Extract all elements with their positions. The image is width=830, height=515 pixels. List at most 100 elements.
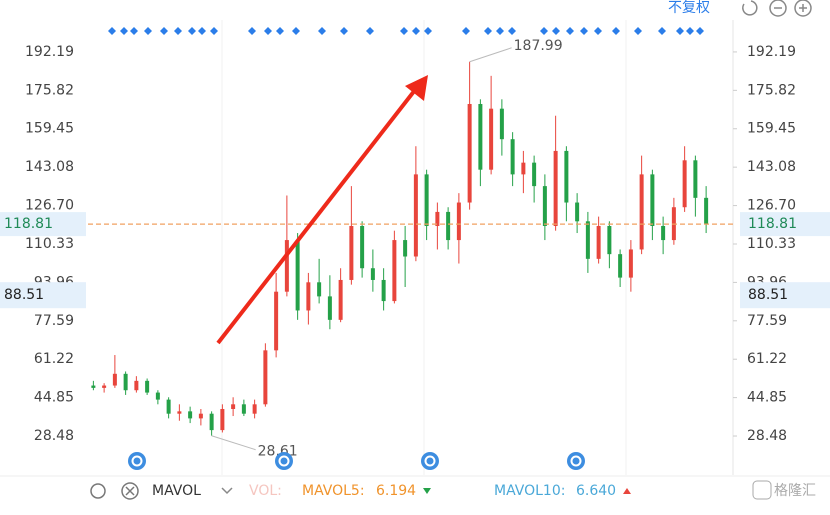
candle-body [510,139,515,175]
y2-tick-label: 126.70 [747,198,796,214]
last-price-box [0,212,86,237]
candle-body [596,225,601,259]
mavol5-value: 6.194 [376,483,416,499]
settings-icon[interactable] [90,483,106,499]
candle-body [370,268,375,280]
y-tick-label: 175.82 [25,82,74,98]
candle-body [145,380,150,393]
event-markers [108,27,704,35]
close-icon[interactable] [121,482,139,500]
candle-body [693,160,698,198]
mavol10-value: 6.640 [576,483,616,499]
y2-tick-label: 61.22 [747,351,787,367]
axes: 28.48 28.48 44.85 44.85 61.22 61.22 77.59 77.59… [0,38,830,460]
y2-tick-label: 44.85 [747,390,787,406]
y2-tick-label: 175.82 [747,82,796,98]
y2-tick-label: 159.45 [747,121,796,137]
last-price-label: 118.81 [748,216,797,232]
news-icons [128,452,585,470]
candle-body [91,385,96,388]
indicator-name[interactable]: MAVOL [152,483,201,499]
candle-body [467,103,472,203]
watermark: 格隆汇 [774,483,816,499]
candle-body [704,197,709,225]
candle-body [274,291,279,351]
candle-body [456,202,461,241]
candle-body [198,413,203,419]
candle-body [403,240,408,257]
candle-body [241,404,246,414]
candle-body [639,174,644,250]
candle-body [542,186,547,226]
candle-body [424,174,429,226]
candle-body [661,225,666,241]
watermark-logo [752,480,772,500]
candle-body [155,392,160,400]
candle-body [220,408,225,431]
arrow-head [405,75,428,101]
y2-tick-label: 110.33 [747,236,796,252]
y2-tick-label: 77.59 [747,313,787,329]
y-tick-label: 159.45 [25,121,74,137]
y-tick-label: 44.85 [34,390,74,406]
candle-body [327,296,332,320]
candle-body [123,373,128,391]
candle-body [360,225,365,269]
vol-label: VOL: [249,483,282,499]
candle-body [112,373,117,386]
crosshair-box [740,282,830,309]
candle-body [338,279,343,320]
candle-body [349,225,354,280]
candle-body [628,249,633,278]
candle-body [317,282,322,297]
close-x [125,486,135,496]
y-tick-label: 143.08 [25,159,74,175]
trend-arrow [216,88,417,345]
candle-body [231,404,236,409]
candle-body [209,413,214,431]
candle-body [585,221,590,259]
candle-body [532,162,537,187]
y2-tick-label: 28.48 [747,428,787,444]
crosshair-label: 88.51 [4,287,44,303]
adjust-toggle[interactable]: 不复权 [668,0,710,16]
candle-body [607,225,612,255]
candle-body [263,350,268,405]
y2-tick-label: 192.19 [747,44,796,60]
candle-body [489,108,494,170]
mavol5-label: MAVOL5: [302,483,365,499]
candle-body [575,202,580,222]
dropdown[interactable] [221,487,233,495]
candles [91,61,709,436]
candle-body [102,385,107,388]
candle-body [381,279,386,302]
zoom-controls[interactable] [742,0,812,17]
candle-body [252,404,257,414]
candle-body [618,254,623,278]
candle-body [392,240,397,302]
down-arrow [423,488,431,494]
candle-body [413,174,418,257]
last-price-box [740,212,830,237]
mavol10-label: MAVOL10: [494,483,565,499]
high-label: 187.99 [514,38,563,54]
y-tick-label: 61.22 [34,351,74,367]
candle-body [682,160,687,208]
candle-body [284,240,289,292]
candle-body [446,211,451,241]
candle-body [134,380,139,391]
candle-body [295,240,300,311]
y-tick-label: 77.59 [34,313,74,329]
candle-body [521,162,526,175]
candle-body [650,174,655,226]
y-tick-label: 126.70 [25,198,74,214]
up-arrow [623,488,631,494]
crosshair-box [0,282,86,309]
candle-body [478,103,483,170]
candle-body [564,150,569,203]
candle-body [306,282,311,311]
candle-body [499,108,504,140]
candle-body [188,411,193,419]
